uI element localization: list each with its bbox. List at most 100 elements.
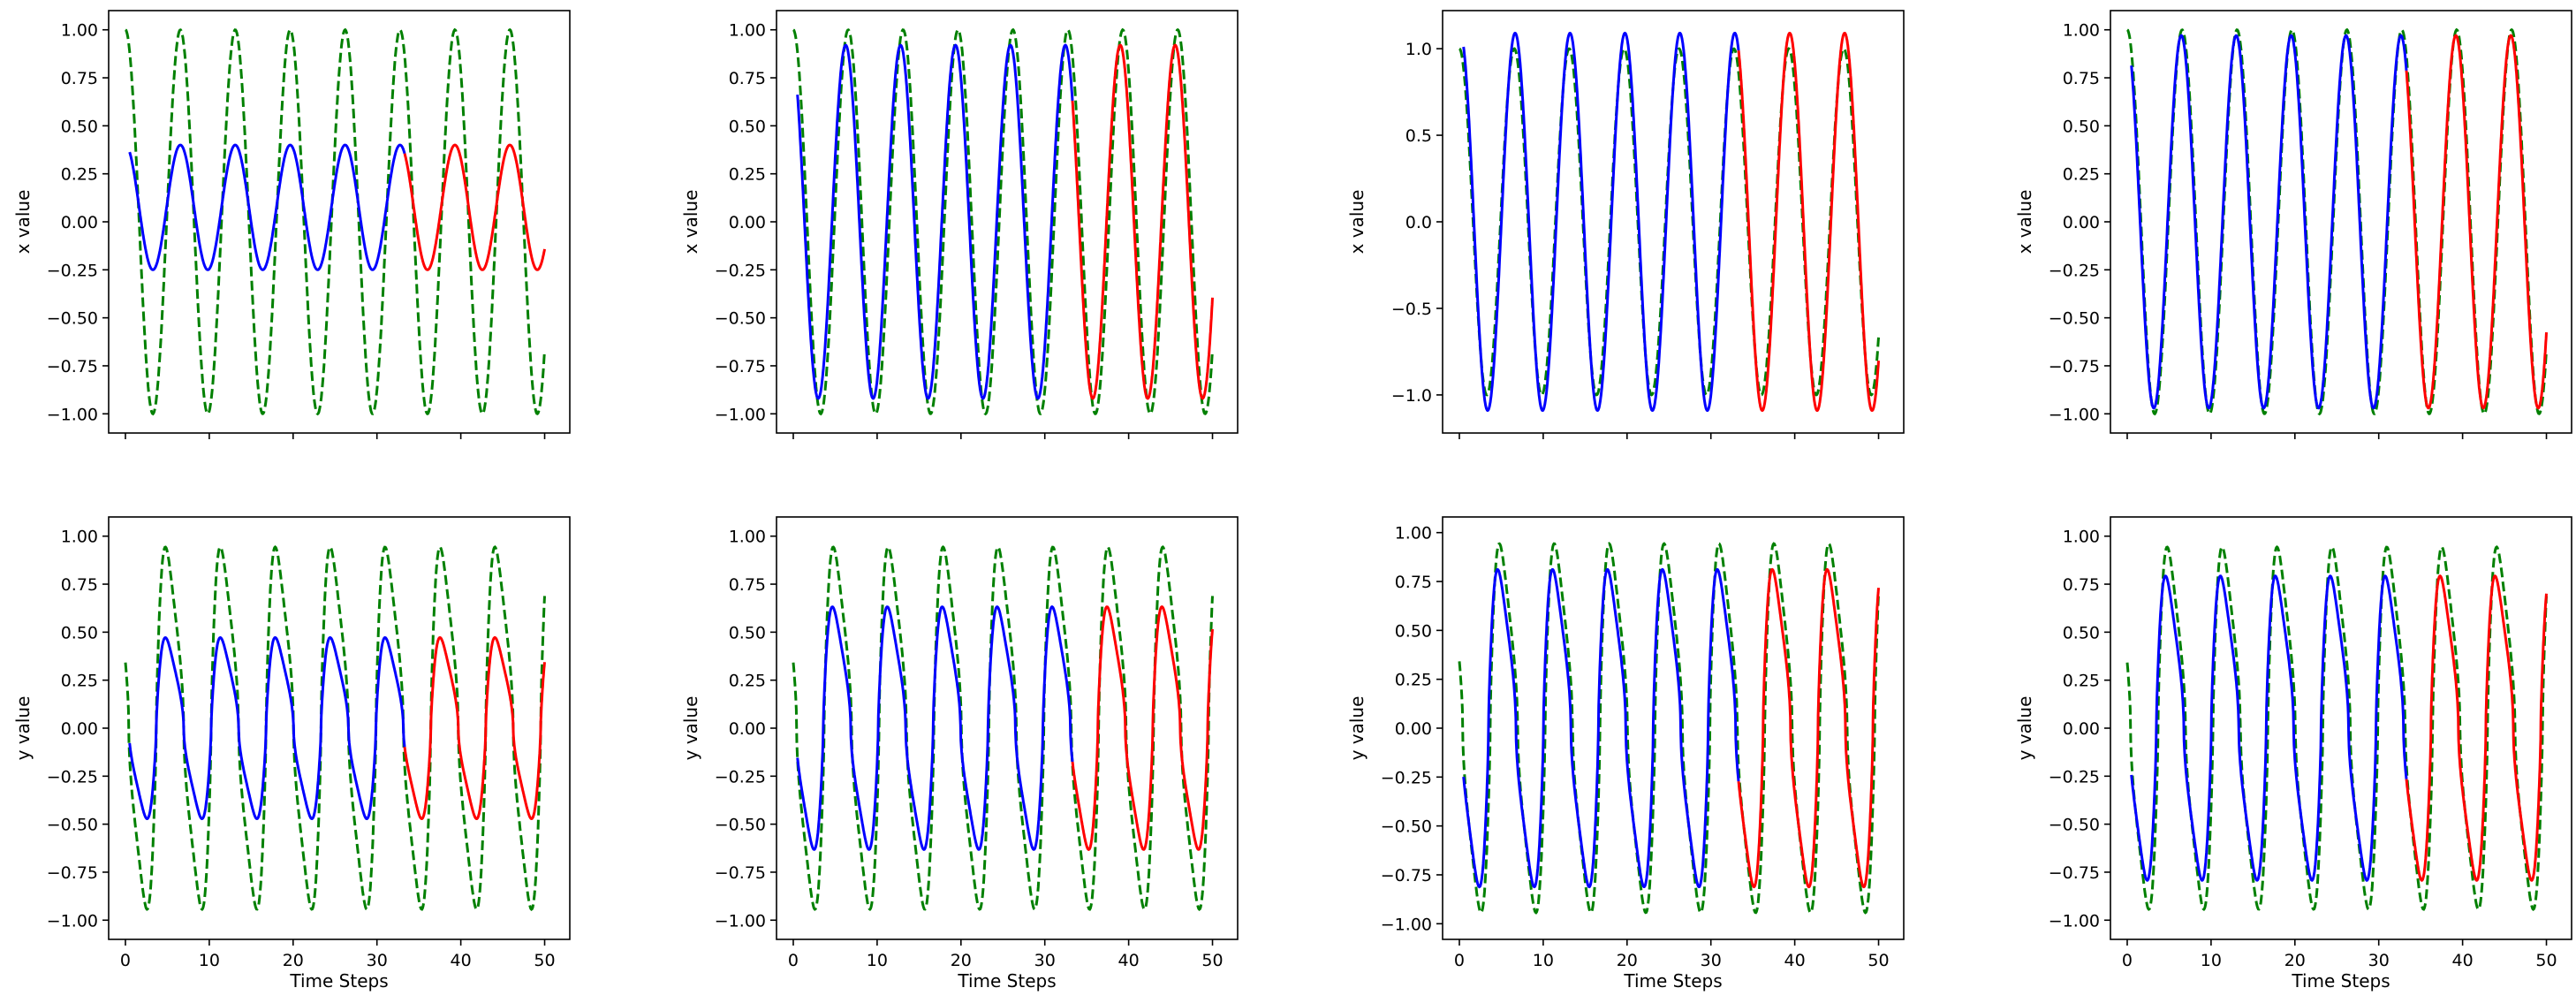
y-tick-label: 0.00	[2063, 719, 2100, 739]
y-tick-label: 0.25	[61, 165, 98, 185]
series-line-extrapolation	[1071, 43, 1214, 400]
x-tick-label: 40	[2452, 951, 2474, 970]
x-tick-label: 0	[788, 951, 799, 970]
y-tick-label: 0.0	[1405, 213, 1432, 232]
series-line-ground-truth	[792, 544, 1214, 912]
y-tick-label: 0.75	[61, 69, 98, 88]
y-tick-label: −0.75	[2049, 863, 2100, 883]
x-axis-label: Time Steps	[289, 970, 388, 992]
x-axis-label: Time Steps	[957, 970, 1056, 992]
y-tick-label: −0.25	[2049, 767, 2100, 786]
y-tick-label: −0.25	[715, 261, 766, 280]
x-tick-label: 30	[1034, 951, 1056, 970]
y-tick-label: −0.75	[715, 357, 766, 376]
y-tick-label: 0.00	[1395, 719, 1432, 739]
y-tick-label: 0.50	[61, 117, 98, 136]
x-tick-label: 40	[1784, 951, 1806, 970]
y-tick-label: −0.50	[715, 816, 766, 835]
y-axis-label: y value	[12, 696, 34, 761]
chart-panel-row2-col1: −1.00 −0.75 −0.50 −0.25 0.00 0.25 0.50 0.75 1.00…	[12, 516, 571, 992]
y-tick-label: 0.75	[1395, 573, 1432, 592]
y-tick-label: −0.5	[1391, 300, 1432, 319]
x-axis-label: Time Steps	[1623, 970, 1722, 992]
series-line-fit	[796, 43, 1074, 400]
y-axis-label: x value	[2014, 190, 2035, 255]
y-tick-label: −0.25	[2049, 261, 2100, 280]
y-tick-label: −1.0	[1391, 386, 1432, 406]
x-tick-label: 50	[1868, 951, 1889, 970]
y-tick-label: −1.00	[2049, 405, 2100, 424]
y-tick-label: −0.50	[47, 816, 98, 835]
x-tick-label: 10	[1533, 951, 1554, 970]
y-tick-label: 0.50	[729, 623, 766, 642]
y-tick-label: 0.25	[729, 672, 766, 691]
x-tick-label: 10	[199, 951, 220, 970]
chart-panel-row1-col3: −1.0 −0.5 0.0 0.5 1.0 x value	[1346, 10, 1905, 439]
x-tick-label: 50	[2535, 951, 2557, 970]
x-axis-label: Time Steps	[2291, 970, 2390, 992]
series-line-extrapolation	[1737, 32, 1880, 412]
x-tick-label: 30	[2368, 951, 2390, 970]
y-tick-label: 0.00	[729, 719, 766, 739]
x-tick-label: 40	[1118, 951, 1140, 970]
y-tick-label: −1.00	[715, 405, 766, 424]
series-line-fit	[128, 143, 406, 271]
axes-frame	[776, 516, 1239, 940]
y-tick-label: −1.00	[715, 911, 766, 931]
y-tick-label: −0.50	[2049, 816, 2100, 835]
y-tick-label: 1.00	[61, 21, 98, 41]
y-tick-label: 0.00	[729, 213, 766, 232]
series-line-fit	[2130, 34, 2408, 410]
chart-panel-row1-col2: −1.00 −0.75 −0.50 −0.25 0.00 0.25 0.50 0.75 1.00…	[680, 10, 1239, 439]
series-line-ground-truth	[2125, 544, 2548, 912]
y-tick-label: 0.75	[729, 575, 766, 595]
y-tick-label: 0.25	[729, 165, 766, 185]
x-tick-label: 0	[2122, 951, 2133, 970]
y-tick-label: 0.75	[2063, 575, 2100, 595]
chart-panel-row2-col2: −1.00 −0.75 −0.50 −0.25 0.00 0.25 0.50 0.75 1.00…	[680, 516, 1239, 992]
series-line-fit	[796, 604, 1074, 852]
y-tick-label: 0.00	[61, 213, 98, 232]
y-tick-label: −0.50	[715, 309, 766, 329]
x-tick-label: 50	[534, 951, 555, 970]
y-axis-label: x value	[1346, 190, 1368, 255]
y-tick-label: −0.75	[715, 863, 766, 883]
series-line-ground-truth	[2126, 27, 2548, 416]
y-tick-label: −0.25	[1381, 768, 1432, 787]
series-line-fit	[128, 635, 406, 821]
y-tick-label: 0.25	[2063, 672, 2100, 691]
series-line-fit	[2130, 574, 2408, 882]
series-line-extrapolation	[1071, 604, 1214, 852]
y-axis-label: y value	[680, 696, 701, 761]
y-tick-label: 1.00	[729, 21, 766, 41]
y-tick-label: −0.25	[715, 767, 766, 786]
x-tick-label: 40	[451, 951, 472, 970]
axes-frame	[108, 516, 571, 940]
y-tick-label: 0.50	[729, 117, 766, 136]
y-tick-label: 1.00	[61, 528, 98, 547]
y-tick-label: −1.00	[47, 405, 98, 424]
y-tick-label: −0.50	[2049, 309, 2100, 329]
series-line-extrapolation	[2405, 574, 2548, 882]
y-tick-label: 0.75	[729, 69, 766, 88]
x-tick-label: 20	[1617, 951, 1638, 970]
y-tick-label: 0.25	[2063, 165, 2100, 185]
x-tick-label: 20	[283, 951, 304, 970]
y-tick-label: −1.00	[47, 911, 98, 931]
y-tick-label: −0.75	[1381, 866, 1432, 885]
y-tick-label: −1.00	[2049, 911, 2100, 931]
y-axis-label: y value	[1346, 696, 1368, 761]
y-tick-label: 0.50	[2063, 117, 2100, 136]
series-line-extrapolation	[2405, 34, 2548, 410]
series-line-extrapolation	[1737, 567, 1880, 889]
y-tick-label: 0.00	[2063, 213, 2100, 232]
y-tick-label: 1.00	[729, 528, 766, 547]
series-line-ground-truth	[125, 27, 546, 416]
series-line-extrapolation	[403, 143, 546, 271]
x-tick-label: 10	[867, 951, 888, 970]
y-tick-label: 0.50	[61, 623, 98, 642]
chart-panel-row2-col3: −1.00 −0.75 −0.50 −0.25 0.00 0.25 0.50 0.75 1.00…	[1346, 516, 1905, 992]
y-tick-label: −0.75	[47, 357, 98, 376]
series-line-ground-truth	[792, 27, 1214, 416]
y-axis-label: x value	[680, 190, 701, 255]
